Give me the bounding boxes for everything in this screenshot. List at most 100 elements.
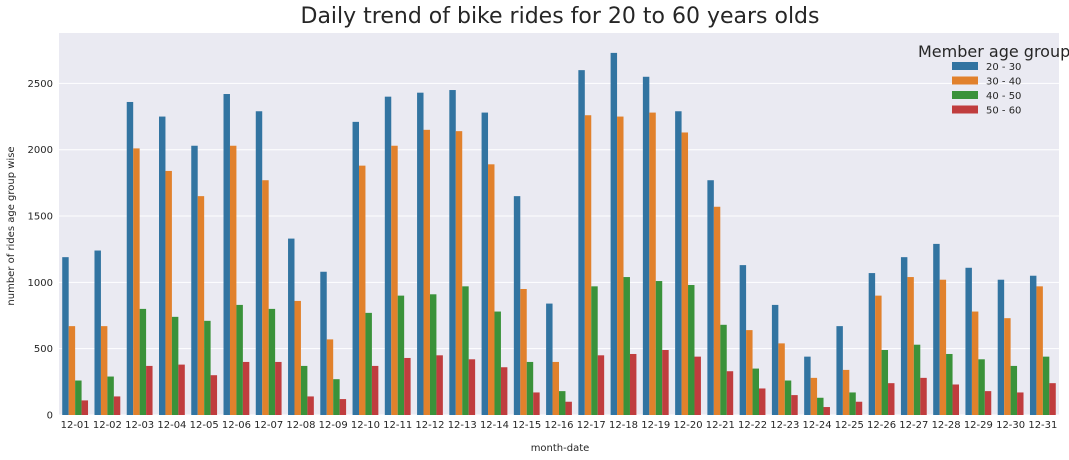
bar-20-30-12-17 bbox=[578, 70, 585, 415]
bar-20-30-12-12 bbox=[417, 92, 424, 415]
bar-20-30-12-22 bbox=[739, 265, 747, 415]
bar-40-50-12-07 bbox=[268, 308, 276, 415]
bar-40-50-12-24 bbox=[817, 397, 824, 415]
bar-20-30-12-28 bbox=[933, 243, 940, 415]
legend-label: 20 - 30 bbox=[986, 62, 1021, 73]
bar-50-60-12-18 bbox=[629, 353, 637, 415]
bar-30-40-12-19 bbox=[649, 112, 656, 415]
bar-20-30-12-02 bbox=[94, 250, 101, 415]
bar-20-30-12-14 bbox=[481, 112, 489, 415]
bar-40-50-12-15 bbox=[526, 361, 534, 415]
bar-40-50-12-30 bbox=[1010, 365, 1018, 415]
bar-50-60-12-23 bbox=[791, 395, 798, 415]
bar-30-40-12-15 bbox=[520, 288, 527, 415]
bar-20-30-12-18 bbox=[610, 52, 618, 415]
bar-20-30-12-10 bbox=[352, 121, 359, 416]
bar-30-40-12-01 bbox=[68, 326, 76, 415]
bar-50-60-12-28 bbox=[952, 384, 959, 415]
bar-50-60-12-31 bbox=[1049, 383, 1056, 415]
bar-40-50-12-02 bbox=[107, 376, 114, 415]
bar-30-40-12-27 bbox=[907, 277, 914, 415]
bar-40-50-12-27 bbox=[913, 344, 921, 415]
x-tick-label: 12-01 bbox=[61, 420, 90, 431]
x-tick-label: 12-17 bbox=[577, 420, 606, 431]
bar-50-60-12-09 bbox=[339, 399, 347, 415]
bar-40-50-12-21 bbox=[720, 324, 727, 415]
bar-30-40-12-09 bbox=[326, 339, 334, 415]
bar-50-60-12-17 bbox=[597, 355, 605, 415]
bar-20-30-12-03 bbox=[126, 101, 134, 415]
legend-swatch bbox=[952, 76, 978, 85]
bar-50-60-12-02 bbox=[113, 396, 121, 415]
bar-30-40-12-26 bbox=[875, 295, 882, 415]
bar-40-50-12-11 bbox=[397, 295, 405, 415]
bar-30-40-12-21 bbox=[713, 206, 721, 415]
bar-30-40-12-10 bbox=[359, 165, 366, 415]
x-tick-label: 12-19 bbox=[641, 420, 670, 431]
x-tick-label: 12-08 bbox=[286, 420, 315, 431]
bar-50-60-12-29 bbox=[984, 391, 992, 415]
bar-50-60-12-30 bbox=[1017, 392, 1024, 415]
bar-50-60-12-15 bbox=[533, 392, 540, 415]
bar-30-40-12-16 bbox=[552, 361, 559, 415]
bar-50-60-12-11 bbox=[404, 357, 411, 415]
bar-30-40-12-03 bbox=[133, 148, 140, 416]
x-tick-label: 12-02 bbox=[93, 420, 122, 431]
bar-40-50-12-13 bbox=[462, 286, 469, 415]
bar-50-60-12-27 bbox=[920, 377, 927, 415]
bar-50-60-12-21 bbox=[726, 371, 734, 415]
bar-50-60-12-14 bbox=[500, 367, 508, 415]
legend-label: 30 - 40 bbox=[986, 77, 1021, 88]
bar-40-50-12-16 bbox=[559, 391, 566, 415]
bar-50-60-12-20 bbox=[694, 356, 701, 415]
bar-40-50-12-03 bbox=[139, 308, 147, 415]
bar-20-30-12-30 bbox=[997, 279, 1005, 415]
x-tick-label: 12-24 bbox=[803, 420, 832, 431]
bar-40-50-12-22 bbox=[752, 368, 759, 415]
y-axis-label: number of rides age group wise bbox=[6, 146, 17, 305]
x-axis-label: month-date bbox=[531, 443, 590, 454]
bar-20-30-12-01 bbox=[62, 257, 69, 415]
legend-swatch bbox=[952, 91, 978, 99]
bar-30-40-12-02 bbox=[100, 326, 108, 415]
bar-50-60-12-08 bbox=[307, 396, 314, 415]
x-tick-label: 12-16 bbox=[544, 420, 573, 431]
bar-30-40-12-25 bbox=[842, 369, 850, 415]
bar-30-40-12-14 bbox=[488, 164, 495, 415]
bar-30-40-12-24 bbox=[810, 377, 818, 415]
bar-50-60-12-06 bbox=[242, 361, 250, 415]
bar-20-30-12-26 bbox=[868, 273, 876, 415]
bar-40-50-12-05 bbox=[204, 320, 211, 415]
bar-50-60-12-04 bbox=[178, 364, 185, 415]
y-tick-label: 2500 bbox=[28, 79, 53, 90]
x-tick-label: 12-23 bbox=[770, 420, 799, 431]
bar-50-60-12-16 bbox=[565, 401, 572, 415]
x-tick-label: 12-12 bbox=[415, 420, 444, 431]
y-tick-label: 1500 bbox=[28, 212, 53, 223]
bar-50-60-12-12 bbox=[436, 355, 443, 415]
legend-title: Member age group bbox=[918, 42, 1069, 61]
legend-label: 40 - 50 bbox=[986, 91, 1021, 102]
bar-20-30-12-24 bbox=[804, 356, 811, 415]
bar-40-50-12-18 bbox=[623, 277, 630, 415]
bar-20-30-12-05 bbox=[191, 145, 198, 416]
bar-30-40-12-31 bbox=[1036, 286, 1043, 415]
x-tick-label: 12-30 bbox=[996, 420, 1025, 431]
bar-20-30-12-21 bbox=[707, 180, 714, 415]
bar-50-60-12-01 bbox=[81, 400, 89, 415]
bar-20-30-12-16 bbox=[546, 303, 553, 415]
y-tick-label: 0 bbox=[47, 411, 53, 422]
bar-30-40-12-08 bbox=[294, 300, 301, 415]
x-tick-label: 12-29 bbox=[964, 420, 993, 431]
bar-30-40-12-06 bbox=[229, 145, 237, 416]
bar-20-30-12-07 bbox=[255, 111, 263, 415]
bar-40-50-12-26 bbox=[881, 350, 889, 415]
x-tick-label: 12-05 bbox=[190, 420, 219, 431]
x-tick-labels: 12-01 12-02 12-03 12-04 12-05 12-06 12-07 12-08… bbox=[61, 420, 1058, 431]
bar-30-40-12-07 bbox=[262, 180, 269, 415]
x-tick-label: 12-13 bbox=[448, 420, 477, 431]
bar-40-50-12-29 bbox=[978, 359, 985, 415]
bar-20-30-12-31 bbox=[1029, 275, 1037, 415]
bar-20-30-12-20 bbox=[675, 111, 682, 415]
